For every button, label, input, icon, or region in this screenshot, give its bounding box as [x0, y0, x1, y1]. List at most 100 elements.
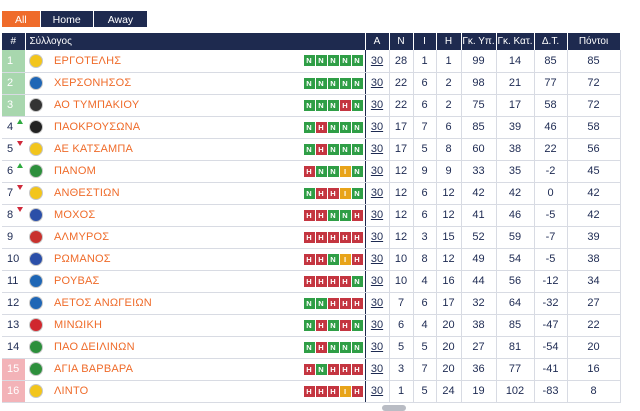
games-played-link[interactable]: 30 — [364, 72, 390, 95]
form-result-badge[interactable]: N — [303, 341, 315, 353]
form-result-badge[interactable]: H — [315, 385, 327, 397]
form-result-badge[interactable]: H — [351, 231, 363, 243]
games-played-link[interactable]: 30 — [364, 380, 390, 403]
team-name-link[interactable]: ΑΟ ΤΥΜΠΑΚΙΟΥ — [54, 99, 140, 111]
form-result-badge[interactable]: H — [315, 341, 327, 353]
form-result-badge[interactable]: N — [315, 363, 327, 375]
form-result-badge[interactable]: H — [339, 319, 351, 331]
form-result-badge[interactable]: N — [327, 143, 339, 155]
table-row[interactable]: 11 ΡΟΥΒΑΣ H H H H N 30 10 4 16 44 56 -12 34 — [2, 270, 621, 293]
form-result-badge[interactable]: H — [327, 275, 339, 287]
table-row[interactable]: 4 ΠΑΟΚΡΟΥΣΩΝΑ N H N N N 30 17 7 6 85 39 46 58 — [2, 116, 621, 139]
form-result-badge[interactable]: N — [303, 77, 315, 89]
form-result-badge[interactable]: N — [339, 209, 351, 221]
form-result-badge[interactable]: N — [351, 77, 363, 89]
form-result-badge[interactable]: H — [339, 363, 351, 375]
games-played-link[interactable]: 30 — [364, 94, 390, 117]
form-result-badge[interactable]: H — [351, 209, 363, 221]
form-result-badge[interactable]: N — [327, 253, 339, 265]
form-result-badge[interactable]: N — [339, 121, 351, 133]
games-played-link[interactable]: 30 — [364, 358, 390, 381]
form-result-badge[interactable]: H — [351, 253, 363, 265]
horizontal-scrollbar[interactable] — [382, 405, 406, 411]
team-name-link[interactable]: ΠΑΟΚΡΟΥΣΩΝΑ — [54, 121, 141, 133]
form-result-badge[interactable]: N — [327, 209, 339, 221]
team-name-link[interactable]: ΠΑΝΟΜ — [54, 165, 96, 177]
form-result-badge[interactable]: N — [303, 121, 315, 133]
team-name-link[interactable]: ΜΟΧΟΣ — [54, 209, 96, 221]
form-result-badge[interactable]: N — [315, 165, 327, 177]
tab-all[interactable]: All — [2, 11, 40, 27]
games-played-link[interactable]: 30 — [364, 160, 390, 183]
form-result-badge[interactable]: I — [339, 165, 351, 177]
form-result-badge[interactable]: I — [339, 187, 351, 199]
games-played-link[interactable]: 30 — [364, 50, 390, 73]
form-result-badge[interactable]: N — [339, 55, 351, 67]
form-result-badge[interactable]: N — [327, 319, 339, 331]
team-name-link[interactable]: ΠΑΟ ΔΕΙΛΙΝΩΝ — [54, 341, 135, 353]
table-row[interactable]: 13 ΜΙΝΩΙΚΗ N H N H N 30 6 4 20 38 85 -47 22 — [2, 314, 621, 337]
form-result-badge[interactable]: H — [315, 253, 327, 265]
form-result-badge[interactable]: N — [327, 55, 339, 67]
table-row[interactable]: 15 ΑΓΙΑ ΒΑΡΒΑΡΑ H N H H H 30 3 7 20 36 77 -41 16 — [2, 358, 621, 381]
games-played-link[interactable]: 30 — [364, 270, 390, 293]
form-result-badge[interactable]: N — [327, 341, 339, 353]
form-result-badge[interactable]: N — [327, 121, 339, 133]
team-name-link[interactable]: ΑΕΤΟΣ ΑΝΩΓΕΙΩΝ — [54, 297, 152, 309]
team-name-link[interactable]: ΑΝΘΕΣΤΙΩΝ — [54, 187, 120, 199]
form-result-badge[interactable]: N — [327, 77, 339, 89]
form-result-badge[interactable]: H — [351, 385, 363, 397]
form-result-badge[interactable]: N — [351, 121, 363, 133]
form-result-badge[interactable]: N — [327, 165, 339, 177]
form-result-badge[interactable]: H — [327, 385, 339, 397]
form-result-badge[interactable]: N — [351, 99, 363, 111]
games-played-link[interactable]: 30 — [364, 336, 390, 359]
form-result-badge[interactable]: N — [315, 297, 327, 309]
form-result-badge[interactable]: H — [315, 143, 327, 155]
table-row[interactable]: 2 ΧΕΡΣΟΝΗΣΟΣ N N N N N 30 22 6 2 98 21 77 72 — [2, 72, 621, 95]
table-row[interactable]: 14 ΠΑΟ ΔΕΙΛΙΝΩΝ N H N N N 30 5 5 20 27 81 -54 20 — [2, 336, 621, 359]
form-result-badge[interactable]: H — [327, 297, 339, 309]
games-played-link[interactable]: 30 — [364, 248, 390, 271]
form-result-badge[interactable]: H — [315, 275, 327, 287]
table-row[interactable]: 10 ΡΩΜΑΝΟΣ H H N I H 30 10 8 12 49 54 -5 38 — [2, 248, 621, 271]
form-result-badge[interactable]: N — [351, 165, 363, 177]
form-result-badge[interactable]: H — [327, 363, 339, 375]
form-result-badge[interactable]: N — [303, 143, 315, 155]
form-result-badge[interactable]: H — [351, 363, 363, 375]
games-played-link[interactable]: 30 — [364, 182, 390, 205]
tab-away[interactable]: Away — [93, 11, 148, 27]
games-played-link[interactable]: 30 — [364, 204, 390, 227]
table-row[interactable]: 6 ΠΑΝΟΜ H N N I N 30 12 9 9 33 35 -2 45 — [2, 160, 621, 183]
games-played-link[interactable]: 30 — [364, 226, 390, 249]
table-row[interactable]: 1 ΕΡΓΟΤΕΛΗΣ N N N N N 30 28 1 1 99 14 85 85 — [2, 50, 621, 73]
team-name-link[interactable]: ΑΓΙΑ ΒΑΡΒΑΡΑ — [54, 363, 134, 375]
team-name-link[interactable]: ΑΕ ΚΑΤΣΑΜΠΑ — [54, 143, 134, 155]
team-name-link[interactable]: ΑΛΜΥΡΟΣ — [54, 231, 110, 243]
table-row[interactable]: 7 ΑΝΘΕΣΤΙΩΝ N H H I N 30 12 6 12 42 42 0 42 — [2, 182, 621, 205]
games-played-link[interactable]: 30 — [364, 314, 390, 337]
team-name-link[interactable]: ΛΙΝΤΟ — [54, 385, 89, 397]
form-result-badge[interactable]: N — [303, 99, 315, 111]
form-result-badge[interactable]: H — [303, 231, 315, 243]
form-result-badge[interactable]: N — [303, 187, 315, 199]
team-name-link[interactable]: ΜΙΝΩΙΚΗ — [54, 319, 103, 331]
team-name-link[interactable]: ΧΕΡΣΟΝΗΣΟΣ — [54, 77, 132, 89]
form-result-badge[interactable]: N — [327, 99, 339, 111]
team-name-link[interactable]: ΡΟΥΒΑΣ — [54, 275, 100, 287]
team-name-link[interactable]: ΕΡΓΟΤΕΛΗΣ — [54, 54, 122, 67]
form-result-badge[interactable]: N — [303, 319, 315, 331]
table-row[interactable]: 12 ΑΕΤΟΣ ΑΝΩΓΕΙΩΝ N N H H H 30 7 6 17 32 64 -32 27 — [2, 292, 621, 315]
form-result-badge[interactable]: H — [303, 165, 315, 177]
form-result-badge[interactable]: H — [351, 297, 363, 309]
form-result-badge[interactable]: H — [315, 187, 327, 199]
form-result-badge[interactable]: H — [303, 253, 315, 265]
table-row[interactable]: 8 ΜΟΧΟΣ H H N N H 30 12 6 12 41 46 -5 42 — [2, 204, 621, 227]
form-result-badge[interactable]: N — [339, 77, 351, 89]
games-played-link[interactable]: 30 — [364, 138, 390, 161]
form-result-badge[interactable]: H — [327, 231, 339, 243]
form-result-badge[interactable]: H — [315, 121, 327, 133]
form-result-badge[interactable]: N — [351, 319, 363, 331]
form-result-badge[interactable]: N — [351, 55, 363, 67]
form-result-badge[interactable]: N — [351, 143, 363, 155]
